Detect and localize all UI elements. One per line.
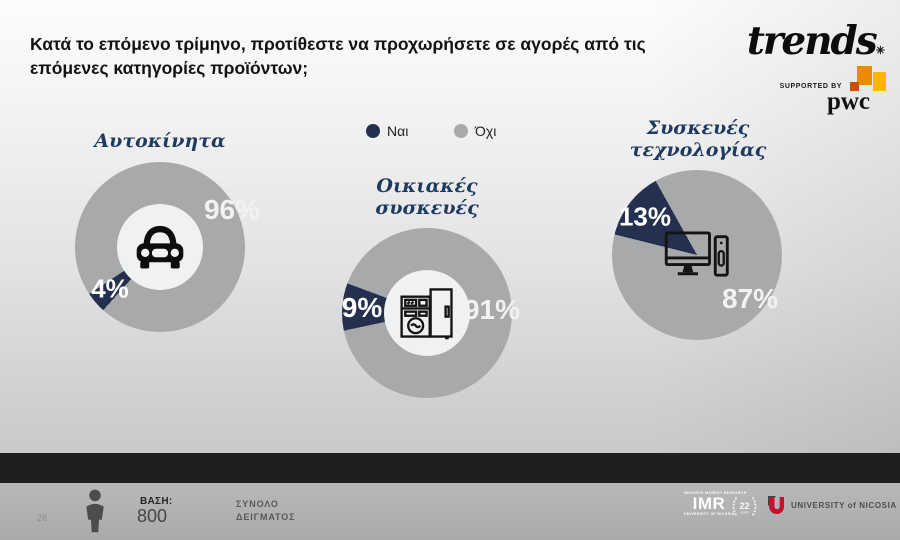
legend-item-no: Όχι <box>454 123 496 139</box>
legend-item-yes: Ναι <box>366 123 408 139</box>
pwc-blocks-icon <box>850 66 888 93</box>
sample-line2: ΔΕΙΓΜΑΤΟΣ <box>236 512 296 522</box>
footer-black-strip <box>0 453 900 483</box>
legend-dot-yes-icon <box>366 124 380 138</box>
pwc-block-yellow <box>873 72 886 91</box>
page-number: 28 <box>37 513 48 523</box>
chart-title-appliances: Οικιακές συσκευές <box>342 175 512 219</box>
trends-logo: trends✳ <box>745 18 885 64</box>
legend-dot-no-icon <box>454 124 468 138</box>
imr-logo-text: IMR <box>692 494 726 513</box>
base-value: 800 <box>137 506 168 526</box>
sample-description: ΣΥΝΟΛΟ ΔΕΙΓΜΑΤΟΣ <box>236 498 295 524</box>
trends-logo-text: trends <box>746 18 878 64</box>
imr-logo: INSIGHTS MARKET RESEARCH IMR UNIVERSITY … <box>684 491 747 516</box>
university-name: UNIVERSITY of NICOSIA <box>791 501 897 510</box>
computer-icon <box>664 231 729 277</box>
badge-number: 22 <box>739 501 749 511</box>
base-label: ΒΑΣΗ: <box>140 496 173 507</box>
pwc-logo: pwc <box>826 88 870 115</box>
sample-line1: ΣΥΝΟΛΟ <box>236 499 279 509</box>
donut-ring-technology <box>612 170 782 340</box>
chart-title-appliances-line2: συσκευές <box>375 196 479 219</box>
pwc-block-dark-orange <box>850 82 859 91</box>
chart-title-technology-line2: τεχνολογίας <box>629 138 767 161</box>
supported-by-label: SUPPORTED BY <box>779 83 842 90</box>
legend-label-no: Όχι <box>475 123 497 139</box>
chart-title-technology: Συσκευές τεχνολογίας <box>612 117 784 161</box>
chart-title-appliances-line1: Οικιακές <box>376 175 478 197</box>
donut-center-technology <box>654 212 740 298</box>
donut-chart-appliances: 9% 91% <box>342 228 520 398</box>
badge-caption: YEARS <box>740 511 750 515</box>
imr-logo-top-text: INSIGHTS MARKET RESEARCH <box>684 491 747 495</box>
university-shield-icon <box>768 496 784 515</box>
donut-chart-cars: 4% 96% <box>75 162 260 332</box>
imr-logo-bottom-text: UNIVERSITY OF NICOSIA <box>684 512 735 516</box>
donut-hole-appliances <box>384 270 470 356</box>
legend-label-yes: Ναι <box>387 123 409 139</box>
question-title: Κατά το επόμενο τρίμηνο, προτίθεστε να π… <box>30 34 646 78</box>
chart-title-cars: Αυτοκίνητα <box>75 130 245 153</box>
pwc-block-orange <box>857 66 872 85</box>
car-icon <box>136 225 184 269</box>
footer-bar: 28 ΒΑΣΗ: 800 ΣΥΝΟΛΟ ΔΕΙΓΜΑΤΟΣ INSIGHTS M… <box>0 483 900 540</box>
donut-chart-technology: 13% 87% <box>612 170 782 340</box>
chart-title-cars-line1: Αυτοκίνητα <box>94 130 226 152</box>
trends-moth-icon: ✳ <box>875 44 885 57</box>
anniversary-badge-icon: 22 YEARS <box>732 497 757 516</box>
person-icon <box>86 489 104 533</box>
appliances-icon <box>400 288 453 340</box>
chart-title-technology-line1: Συσκευές <box>646 117 750 139</box>
donut-hole-cars <box>117 204 203 290</box>
